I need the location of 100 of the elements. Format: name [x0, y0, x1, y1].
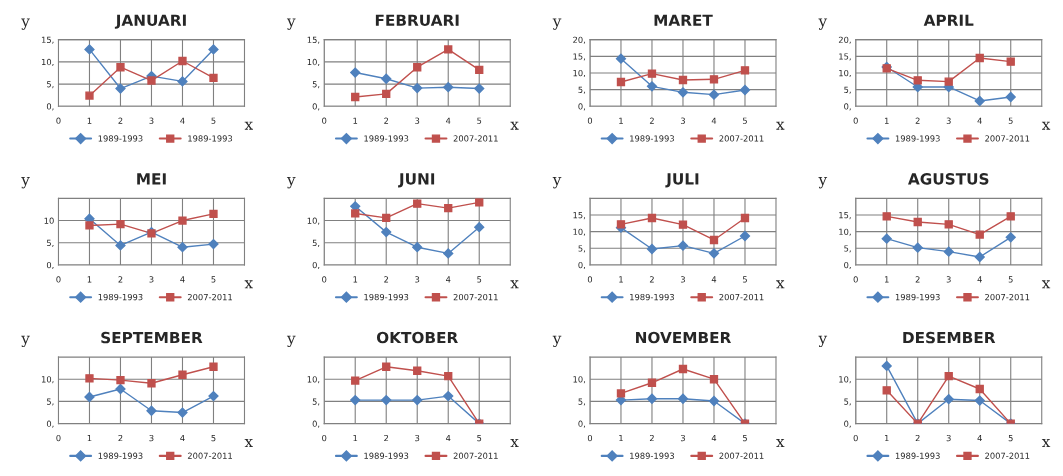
y-tick-label: 5,: [46, 239, 54, 247]
x-tick-label: 2: [649, 276, 654, 283]
x-axis-title: x: [776, 121, 785, 130]
x-tick-label: 4: [180, 117, 185, 124]
x-tick-label: 5: [211, 435, 216, 442]
x-tick-label: 4: [977, 276, 982, 283]
legend-label: 2007-2011: [453, 293, 498, 301]
y-tick-label: 0,: [312, 103, 320, 111]
y-tick-label: 10,: [307, 58, 320, 67]
x-tick-label: 1: [87, 117, 92, 124]
y-tick-label: 15,: [839, 212, 851, 220]
legend-label: 1989-1993: [630, 452, 674, 459]
x-tick-label: 5: [1008, 435, 1013, 442]
chart-title: JANUARI: [114, 14, 186, 29]
legend-label: 1989-1993: [895, 452, 940, 459]
x-tick-label: 2: [649, 434, 654, 442]
chart-title: SEPTEMBER: [101, 331, 203, 344]
x-tick-label: 4: [711, 435, 717, 442]
y-axis-title: y: [818, 177, 828, 189]
legend-label: 2007-2011: [187, 452, 232, 459]
y-axis-title: y: [21, 177, 30, 189]
x-tick-label: 1: [884, 117, 889, 124]
y-axis-title: y: [21, 18, 30, 30]
x-axis-title: x: [1041, 439, 1051, 447]
y-axis-title: y: [552, 177, 562, 189]
y-tick-label: 5,: [578, 398, 585, 406]
y-tick-label: 0,: [46, 261, 54, 270]
y-tick-label: 10,: [307, 376, 320, 384]
x-tick-label: 3: [149, 276, 154, 283]
x-tick-label: 3: [415, 117, 420, 124]
x-tick-label: 1: [353, 117, 358, 124]
y-tick-label: 5,: [312, 239, 320, 247]
y-tick-label: 0,: [844, 103, 851, 111]
x-tick-label: 3: [149, 117, 154, 124]
y-axis-title: y: [286, 335, 296, 348]
x-tick-label: 1: [87, 435, 92, 442]
legend-label: 2007-2011: [453, 452, 498, 459]
x-tick-label: 5: [211, 117, 216, 124]
legend-label: 2007-2011: [985, 452, 1030, 459]
y-tick-label: 10,: [41, 376, 54, 384]
x-tick-label: 1: [87, 276, 92, 283]
y-tick-label: 0,: [844, 420, 851, 428]
y-tick-label: 10,: [839, 376, 851, 384]
x-tick-label: 5: [742, 117, 747, 124]
legend-label: 1989-1993: [630, 135, 674, 142]
chart-title: OKTOBER: [376, 331, 458, 344]
y-tick-label: 5,: [578, 86, 585, 94]
x-tick-label: 0: [853, 434, 858, 442]
y-axis-title: y: [286, 177, 296, 189]
x-tick-label: 1: [619, 117, 623, 124]
x-tick-label: 4: [180, 276, 185, 283]
legend-label: 1989-1993: [98, 452, 143, 459]
legend-label: 2007-2011: [187, 293, 232, 301]
y-tick-label: 5,: [578, 245, 585, 253]
x-tick-label: 4: [445, 276, 451, 283]
x-tick-label: 3: [946, 117, 951, 124]
y-tick-label: 20,: [838, 36, 851, 44]
legend-label: 1989-1993: [630, 293, 674, 301]
x-tick-label: 1: [353, 276, 358, 283]
legend-label: 1989-1993: [98, 293, 143, 301]
legend-label: 1989-1993: [895, 293, 940, 301]
x-tick-label: 0: [322, 276, 327, 283]
x-tick-label: 0: [587, 117, 593, 124]
y-tick-label: 0,: [844, 261, 851, 270]
y-tick-label: 5,: [312, 398, 320, 406]
legend-label: 1989-1993: [895, 135, 940, 142]
x-tick-label: 2: [384, 276, 389, 283]
legend-label: 2007-2011: [719, 452, 764, 459]
legend-label: 1989-1993: [364, 293, 409, 301]
chart-title: MEI: [137, 173, 166, 185]
y-tick-label: 15,: [307, 36, 320, 44]
legend-label: 2007-2011: [985, 293, 1030, 301]
x-tick-label: 4: [977, 435, 982, 442]
y-tick-label: 15,: [573, 212, 585, 220]
legend-label: 2007-2011: [719, 293, 764, 301]
x-tick-label: 5: [1008, 276, 1013, 283]
y-tick-label: 0,: [46, 420, 54, 428]
y-tick-label: 5,: [844, 245, 851, 253]
legend-label: 2007-2011: [985, 135, 1030, 142]
y-tick-label: 10,: [839, 69, 851, 78]
y-tick-label: 0,: [312, 420, 320, 428]
x-tick-label: 0: [587, 276, 593, 283]
x-tick-label: 3: [946, 276, 951, 283]
x-tick-label: 3: [680, 117, 685, 124]
x-tick-label: 3: [415, 276, 420, 283]
x-tick-label: 0: [56, 276, 61, 283]
y-axis-title: y: [552, 335, 562, 348]
x-tick-label: 3: [149, 434, 154, 442]
y-tick-label: 15,: [573, 53, 585, 61]
legend-label: 1989-1993: [364, 452, 409, 459]
x-tick-label: 4: [711, 117, 717, 124]
x-tick-label: 2: [384, 434, 389, 442]
x-tick-label: 5: [477, 117, 482, 124]
y-axis-title: y: [818, 18, 828, 30]
x-tick-label: 2: [118, 276, 123, 283]
x-tick-label: 4: [711, 276, 717, 283]
x-tick-label: 5: [1008, 117, 1013, 124]
y-tick-label: 10,: [573, 376, 585, 384]
y-tick-label: 10,: [307, 217, 320, 225]
x-tick-label: 5: [742, 276, 747, 283]
